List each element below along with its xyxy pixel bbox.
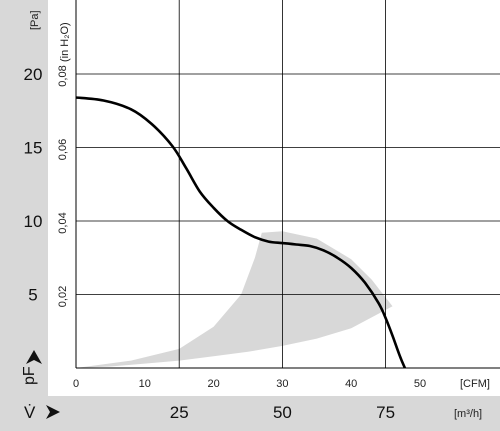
bottom-band [0,396,500,431]
m3h-tick-label: 75 [376,403,395,422]
cfm-tick-label: 30 [276,378,288,390]
cfm-tick-label: 20 [207,378,219,390]
pa-tick-label: 5 [28,286,37,305]
flow-arrow-icon [46,405,60,419]
pressure-symbol: pF [21,366,38,385]
pa-tick-label: 15 [24,139,43,158]
m3h-tick-label: 25 [170,403,189,422]
cfm-tick-label: 40 [345,378,357,390]
pa-tick-label: 20 [24,65,43,84]
h2o-tick-label: 0,02 [57,286,69,307]
h2o-tick-label: 0,08 [57,65,69,86]
left-band [0,0,48,431]
h2o-unit-label: (in H₂O) [59,22,71,62]
cfm-tick-label: 50 [414,378,426,390]
cfm-unit-label: [CFM] [460,378,490,390]
cfm-tick-label: 10 [139,378,151,390]
cfm-tick-label: 0 [73,378,79,390]
pa-unit-label: [Pa] [29,10,41,30]
m3h-unit-label: [m³/h] [454,408,482,420]
h2o-tick-label: 0,06 [57,139,69,160]
h2o-tick-label: 0,04 [57,212,69,233]
pressure-arrow-icon [26,350,42,364]
m3h-tick-label: 50 [273,403,292,422]
flow-symbol: V̇ [24,403,36,422]
pressure-flow-curve [75,96,407,369]
pa-tick-label: 10 [24,212,43,231]
operating-region [76,231,393,368]
